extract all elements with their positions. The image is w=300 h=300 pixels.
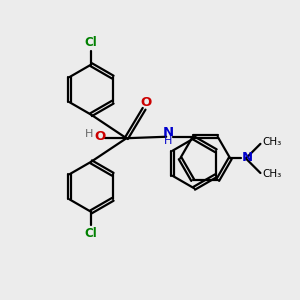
Text: CH₃: CH₃	[262, 137, 281, 147]
Text: H: H	[85, 129, 93, 139]
Text: N: N	[242, 151, 253, 164]
Text: H: H	[164, 136, 172, 146]
Text: Cl: Cl	[85, 227, 98, 240]
Text: O: O	[94, 130, 106, 143]
Text: N: N	[163, 126, 174, 139]
Text: CH₃: CH₃	[262, 169, 281, 179]
Text: Cl: Cl	[85, 36, 98, 49]
Text: O: O	[140, 96, 151, 110]
